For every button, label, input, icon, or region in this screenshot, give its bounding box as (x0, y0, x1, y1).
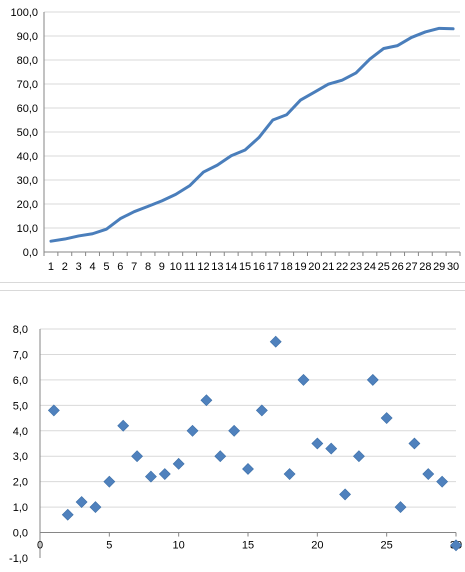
x-tick-label: 8 (145, 261, 151, 273)
x-tick-label: 15 (242, 540, 254, 552)
y-tick-label: 70,0 (17, 79, 38, 91)
data-point-diamond (186, 424, 199, 437)
x-tick-label: 18 (281, 261, 293, 273)
x-tick-label: 3 (76, 261, 82, 273)
x-tick-label: 9 (159, 261, 165, 273)
x-tick-label: 16 (253, 261, 265, 273)
data-point-diamond (311, 437, 324, 450)
x-tick-label: 7 (131, 261, 137, 273)
x-tick-label: 10 (173, 540, 185, 552)
x-tick-label: 11 (184, 261, 195, 273)
line-chart-panel: 0,0 10,0 20,0 30,0 40,0 50,0 60,0 70,0 80,0 90,0 1… (0, 0, 465, 283)
data-point-diamond (158, 468, 171, 480)
data-point-diamond (131, 450, 143, 463)
y-tick-label: 60,0 (17, 103, 38, 115)
data-point-diamond (283, 468, 296, 480)
y-tick-label: 8,0 (13, 324, 28, 336)
x-tick-label: 27 (405, 261, 417, 273)
x-tick-label: 24 (364, 261, 376, 273)
y-tick-label: 3,0 (13, 451, 28, 463)
series-line (49, 26, 455, 243)
x-tick-label: 26 (391, 261, 403, 273)
x-tick-label: 5 (103, 261, 109, 273)
x-tick-label: 13 (211, 261, 223, 273)
x-tick-label: 25 (381, 540, 393, 552)
y-tick-label: 0,0 (13, 528, 28, 540)
data-point-diamond (297, 373, 310, 386)
data-point-diamond (422, 468, 435, 480)
data-point-diamond (103, 475, 116, 488)
data-point-diamond (380, 412, 393, 424)
data-point-diamond (394, 501, 407, 514)
x-tick-label: 14 (225, 261, 237, 273)
y-tick-label: 1,0 (13, 502, 28, 514)
y-tick-label: 5,0 (13, 400, 28, 412)
y-tick-label: 90,0 (17, 31, 38, 43)
x-tick-label: 6 (117, 261, 123, 273)
y-tick-label: 2,0 (13, 477, 28, 489)
data-point-diamond (145, 470, 157, 483)
data-point-diamond (366, 373, 379, 386)
x-tick-label: 1 (48, 261, 54, 273)
data-point-diamond (214, 450, 227, 463)
y-tick-label: 40,0 (17, 151, 38, 163)
x-tick-label: 23 (350, 261, 362, 273)
data-point-diamond (450, 539, 462, 552)
data-point-diamond (75, 496, 88, 508)
x-tick-label: 19 (294, 261, 306, 273)
y-tick-label: 4,0 (13, 426, 28, 438)
data-point-diamond (436, 475, 449, 488)
x-tick-label: 30 (447, 261, 459, 273)
data-point-diamond (47, 404, 60, 417)
y-tick-label: 20,0 (17, 199, 38, 211)
y-tick-label: -1,0 (9, 553, 28, 565)
x-tick-label: 0 (37, 540, 43, 552)
data-point-diamond (61, 508, 74, 521)
x-tick-label: 4 (89, 261, 95, 273)
x-tick-label: 28 (419, 261, 431, 273)
y-tick-label: 10,0 (17, 223, 38, 235)
x-tick-label: 10 (170, 261, 182, 273)
data-point-diamond (89, 501, 102, 514)
x-tick-label: 29 (433, 261, 445, 273)
line-chart: 0,0 10,0 20,0 30,0 40,0 50,0 60,0 70,0 80,0 90,0 1… (10, 7, 461, 273)
y-tick-label: 100,0 (10, 7, 38, 19)
y-tick-label: 6,0 (13, 375, 28, 387)
x-tick-label: 21 (322, 261, 334, 273)
scatter-chart-panel: -1,0 0,0 1,0 2,0 3,0 4,0 5,0 6,0 7,0 8,0 0 5 10 15 20 2… (0, 290, 465, 572)
x-tick-label: 20 (308, 261, 320, 273)
data-point-diamond (353, 450, 365, 463)
data-point-diamond (200, 394, 213, 407)
x-tick-label: 12 (197, 261, 209, 273)
x-tick-label: 15 (239, 261, 251, 273)
y-tick-label: 30,0 (17, 175, 38, 187)
x-tick-label: 17 (267, 261, 279, 273)
data-point-diamond (269, 335, 282, 348)
data-point-diamond (117, 419, 130, 432)
x-tick-label: 2 (62, 261, 68, 273)
data-point-diamond (255, 404, 268, 417)
data-point-diamond (172, 457, 185, 470)
x-tick-label: 25 (378, 261, 390, 273)
data-point-diamond (408, 437, 421, 450)
y-tick-label: 0,0 (23, 247, 38, 259)
y-tick-label: 7,0 (13, 349, 28, 361)
scatter-chart: -1,0 0,0 1,0 2,0 3,0 4,0 5,0 6,0 7,0 8,0 0 5 10 15 20 2… (9, 324, 462, 565)
data-point-diamond (339, 488, 351, 501)
x-tick-label: 22 (336, 261, 348, 273)
y-tick-label: 80,0 (17, 55, 38, 67)
data-point-diamond (242, 463, 254, 475)
y-tick-label: 50,0 (17, 127, 38, 139)
x-tick-label: 5 (106, 540, 112, 552)
data-point-diamond (228, 424, 241, 437)
data-point-diamond (325, 442, 338, 455)
x-tick-label: 20 (311, 540, 323, 552)
